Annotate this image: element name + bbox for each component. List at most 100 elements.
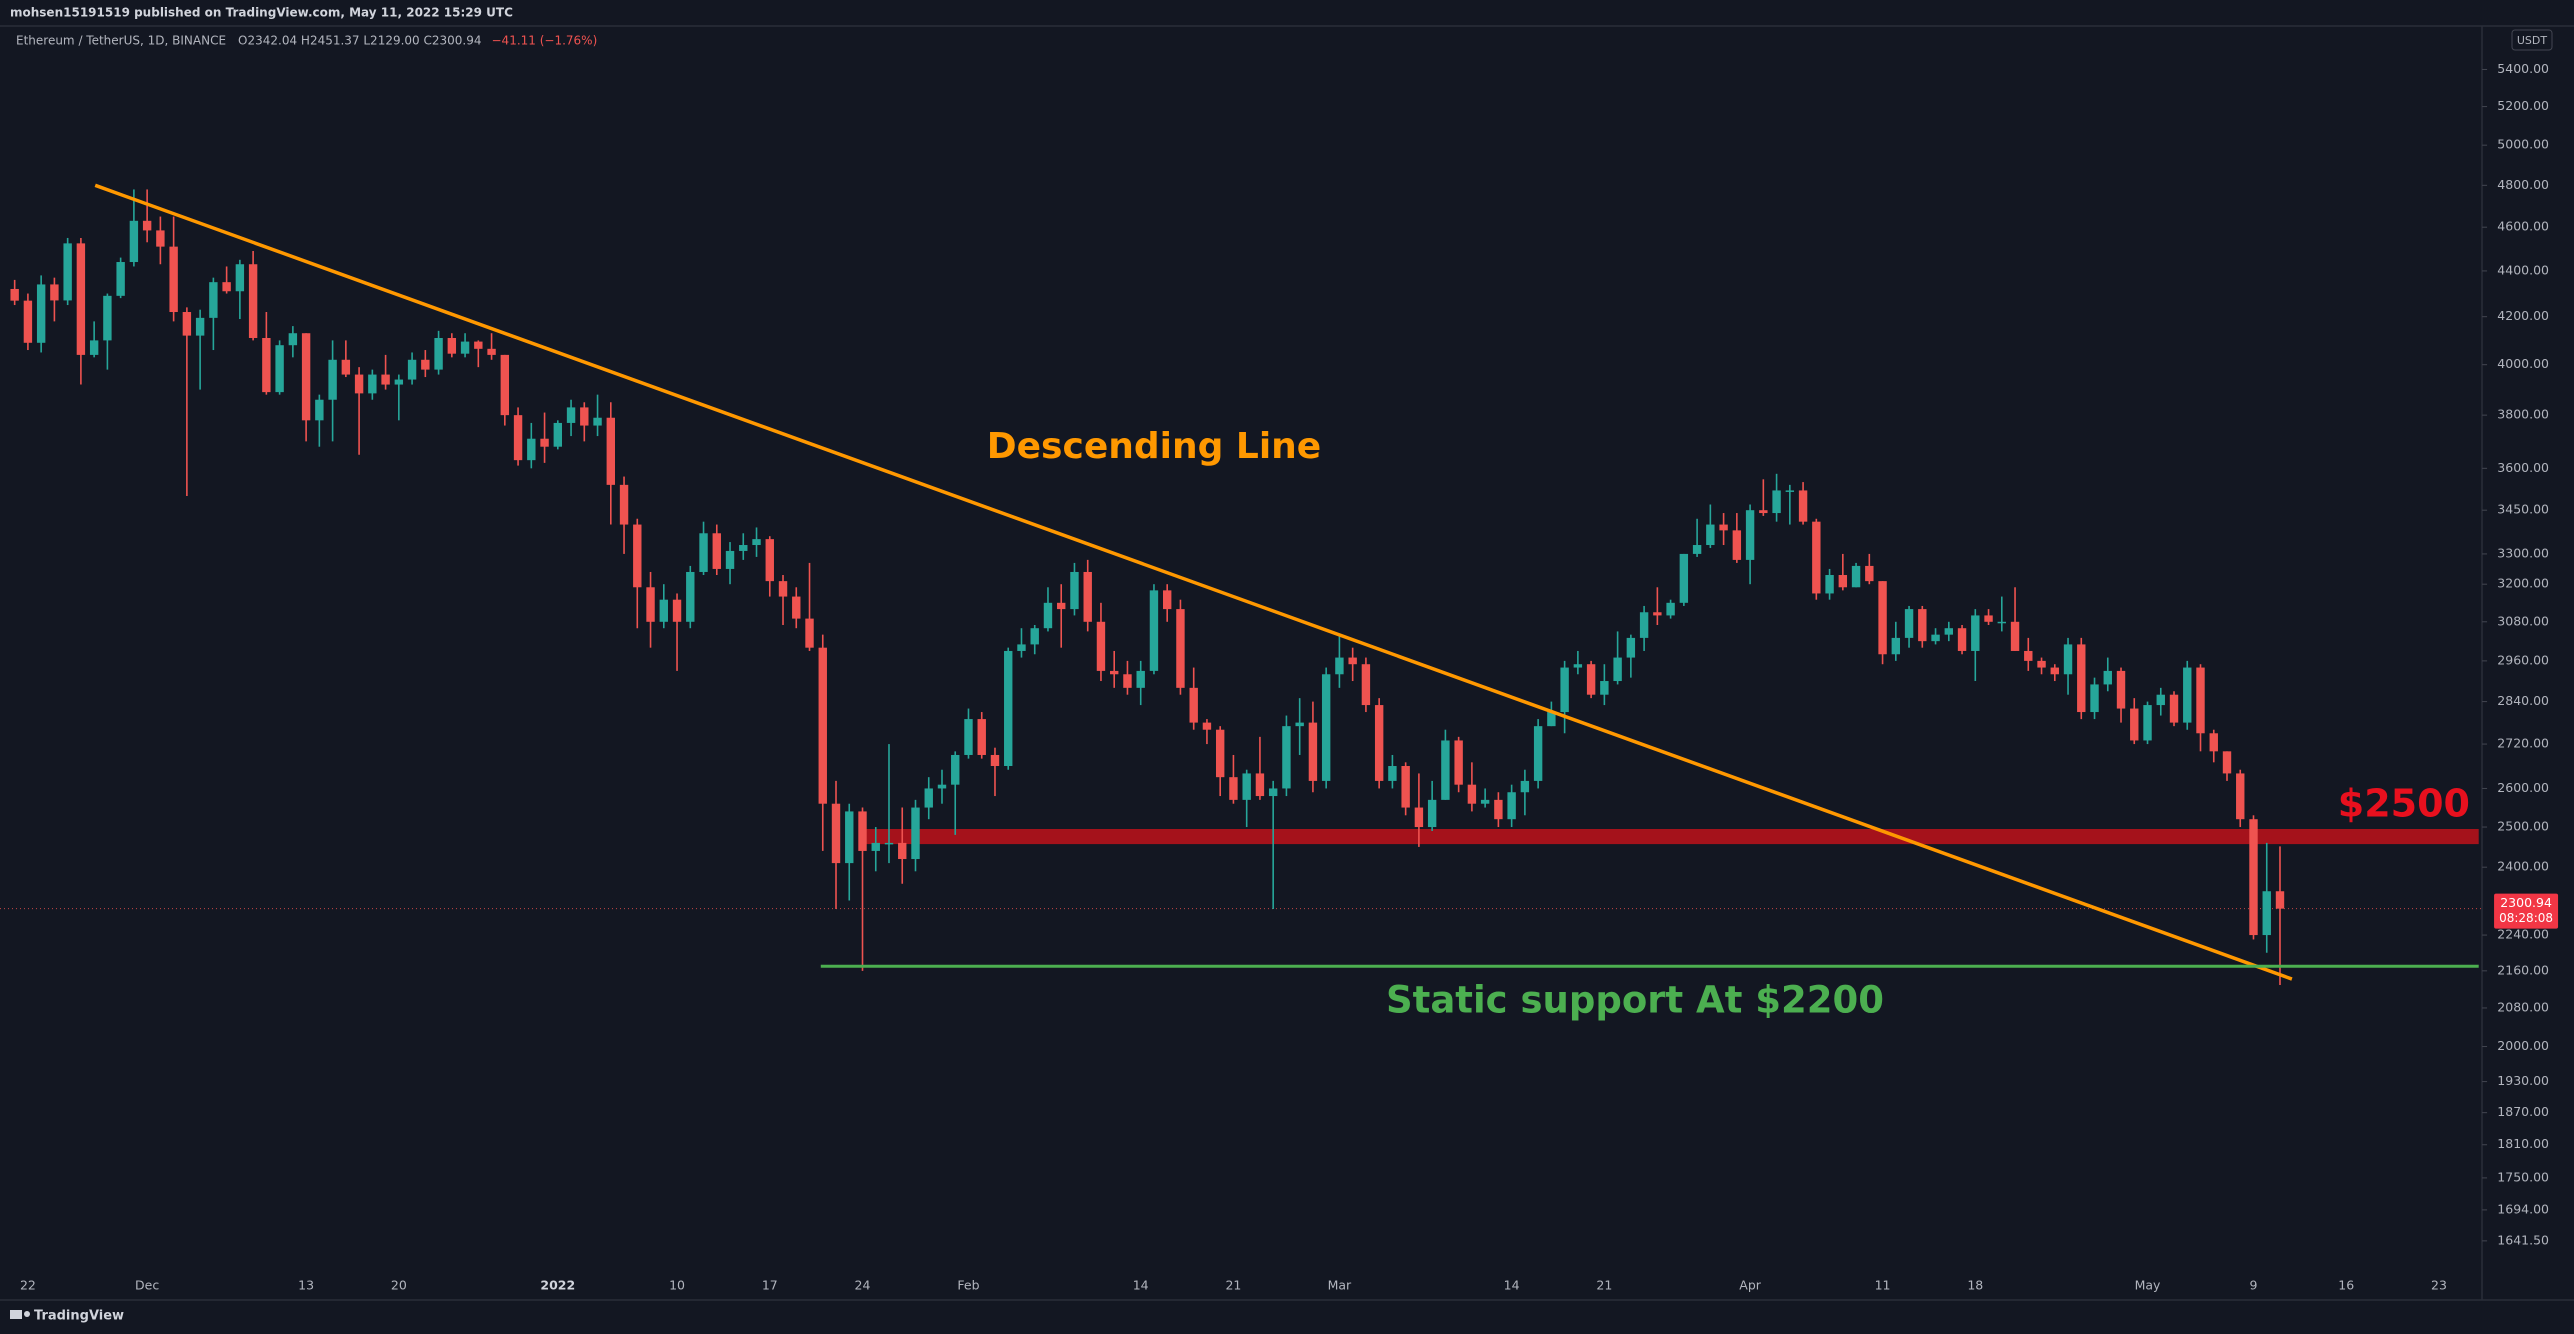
candle-body — [1666, 602, 1675, 616]
x-tick-label: Apr — [1739, 1278, 1761, 1293]
candle-body — [1043, 602, 1053, 629]
candle-body — [778, 581, 788, 597]
y-tick-label: 1641.50 — [2497, 1232, 2549, 1247]
candle-body — [712, 533, 721, 569]
candle-body — [1149, 590, 1159, 671]
y-tick-label: 4000.00 — [2497, 356, 2549, 371]
candle-body — [1997, 621, 2006, 624]
candle-body — [792, 596, 801, 619]
candle-body — [182, 312, 192, 336]
candle-body — [2209, 733, 2218, 752]
candle-body — [1427, 799, 1437, 828]
candle-body — [1176, 609, 1185, 688]
y-tick-label: 3200.00 — [2497, 576, 2549, 591]
candle-body — [2037, 660, 2046, 668]
currency: USDT — [2517, 34, 2548, 47]
candle-body — [2236, 773, 2245, 820]
candle-body — [1361, 664, 1371, 706]
candle-body — [1957, 628, 1967, 651]
candle-body — [1454, 740, 1463, 785]
y-tick-label: 2840.00 — [2497, 693, 2549, 708]
candle-body — [527, 438, 536, 461]
candle-body — [2222, 751, 2232, 774]
footer: TradingView — [34, 1309, 124, 1324]
candle-body — [116, 262, 125, 296]
x-tick-label: 16 — [2338, 1278, 2354, 1293]
candle-body — [1136, 670, 1145, 688]
candle-body — [1931, 634, 1940, 642]
candle-body — [1586, 664, 1596, 695]
candle-body — [619, 484, 629, 525]
logo-mark — [10, 1310, 22, 1319]
candle-body — [1878, 581, 1887, 655]
x-tick-label: 10 — [669, 1278, 685, 1293]
resistance-zone — [865, 829, 2479, 845]
candle-body — [1971, 615, 1980, 651]
candle-body — [805, 618, 814, 648]
y-tick-label: 5200.00 — [2497, 98, 2549, 113]
y-tick-label: 2240.00 — [2497, 927, 2549, 942]
support-label: Static support At $2200 — [1386, 979, 1884, 1022]
candle-body — [911, 807, 920, 860]
x-tick-label: 18 — [1967, 1278, 1983, 1293]
candle-body — [686, 571, 695, 622]
candle-body — [407, 359, 417, 380]
candle-body — [513, 415, 523, 461]
candle-body — [1547, 712, 1556, 727]
candle-body — [1560, 667, 1569, 713]
candle-body — [2183, 667, 2192, 723]
y-tick-label: 3600.00 — [2497, 460, 2549, 475]
candle-body — [1533, 726, 1543, 781]
candle-body — [2010, 621, 2020, 651]
y-tick-label: 2000.00 — [2497, 1038, 2549, 1053]
candle-body — [593, 417, 602, 426]
candle-body — [248, 264, 258, 338]
x-tick-label: 14 — [1504, 1278, 1520, 1293]
candle-body — [1825, 575, 1834, 594]
candle-body — [990, 754, 1000, 767]
candle-body — [2275, 891, 2285, 909]
candle-body — [487, 348, 496, 355]
candle-body — [818, 647, 827, 804]
candle-body — [1732, 530, 1742, 560]
candle-body — [1891, 637, 1901, 655]
candle-body — [659, 599, 668, 622]
y-tick-label: 5000.00 — [2497, 137, 2549, 152]
candle-body — [381, 374, 390, 385]
candle-body — [1374, 705, 1384, 781]
candle-body — [1626, 637, 1636, 658]
candle-body — [222, 282, 231, 292]
candle-body — [2116, 670, 2126, 709]
candle-body — [328, 359, 337, 400]
x-tick-label: Dec — [135, 1278, 159, 1293]
candle-body — [951, 754, 960, 785]
candle-body — [1335, 657, 1344, 675]
y-tick-label: 2160.00 — [2497, 962, 2549, 977]
published-by: mohsen15191519 published on TradingView.… — [10, 6, 513, 20]
candle-body — [1520, 780, 1530, 793]
x-tick-label: 22 — [20, 1278, 36, 1293]
candle-body — [1242, 773, 1251, 800]
candle-body — [1030, 628, 1039, 645]
candle-body — [89, 340, 99, 355]
x-tick-label: May — [2135, 1278, 2161, 1293]
candle-body — [1096, 621, 1106, 671]
candle-body — [142, 220, 152, 231]
candle-body — [1719, 524, 1728, 531]
candle-body — [1480, 799, 1490, 804]
candle-body — [2196, 667, 2205, 734]
candle-body — [924, 788, 933, 808]
ohlc-values: O2342.04 H2451.37 L2129.00 C2300.94 — [238, 34, 481, 48]
trendline-label: Descending Line — [987, 426, 1321, 467]
candle-body — [739, 545, 748, 551]
candle-body — [1865, 565, 1874, 582]
candle-body — [1162, 590, 1172, 610]
candle-body — [1759, 510, 1768, 514]
candle-body — [2262, 891, 2271, 936]
candle-body — [699, 533, 708, 572]
resistance-label: $2500 — [2338, 782, 2470, 826]
candle-body — [2063, 644, 2073, 675]
x-tick-label: 17 — [762, 1278, 778, 1293]
candle-body — [1573, 664, 1583, 668]
